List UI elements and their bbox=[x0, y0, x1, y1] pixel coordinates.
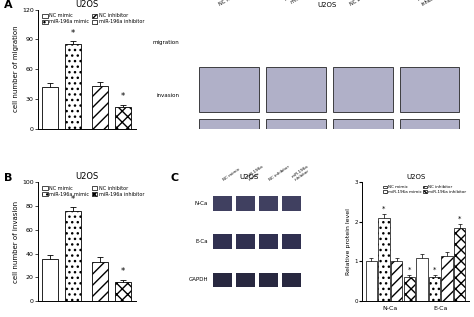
Text: *: * bbox=[121, 267, 125, 276]
Legend: NC mimic, miR-196a mimic, NC inhibitor, miR-196a inhibitor: NC mimic, miR-196a mimic, NC inhibitor, … bbox=[40, 12, 146, 26]
Bar bbox=[236, 273, 255, 287]
Bar bbox=[266, 67, 326, 112]
Legend: NC mimic, miR-196a mimic, NC inhibitor, miR-196a inhibitor: NC mimic, miR-196a mimic, NC inhibitor, … bbox=[40, 184, 146, 198]
Bar bbox=[378, 218, 390, 301]
Text: GAPDH: GAPDH bbox=[189, 277, 208, 282]
Text: N-Ca: N-Ca bbox=[195, 201, 208, 206]
Bar bbox=[213, 197, 232, 211]
Bar bbox=[65, 211, 81, 301]
Title: U2OS: U2OS bbox=[239, 174, 258, 180]
Bar bbox=[416, 257, 428, 301]
Text: *: * bbox=[408, 267, 411, 273]
Bar bbox=[200, 119, 259, 164]
Bar bbox=[259, 273, 278, 287]
Text: B: B bbox=[4, 172, 12, 183]
Title: U2OS: U2OS bbox=[318, 2, 337, 8]
Bar bbox=[259, 197, 278, 211]
Y-axis label: Relative protein level: Relative protein level bbox=[346, 208, 351, 275]
Bar bbox=[92, 262, 109, 301]
Bar bbox=[92, 86, 109, 129]
Text: *: * bbox=[433, 267, 436, 273]
Bar bbox=[403, 277, 415, 301]
Bar bbox=[213, 273, 232, 287]
Legend: NC mimic, miR-196a mimic, NC inhibitor, miR-196a inhibitor: NC mimic, miR-196a mimic, NC inhibitor, … bbox=[382, 184, 467, 195]
Text: A: A bbox=[4, 0, 12, 10]
Bar bbox=[391, 262, 402, 301]
Bar bbox=[115, 282, 131, 301]
Bar bbox=[282, 197, 301, 211]
Text: *: * bbox=[71, 195, 75, 204]
Bar bbox=[42, 260, 58, 301]
Bar bbox=[400, 67, 459, 112]
Text: *: * bbox=[458, 215, 462, 221]
Text: miR-196a
inhibitor: miR-196a inhibitor bbox=[417, 0, 442, 7]
Y-axis label: cell number of invasion: cell number of invasion bbox=[13, 201, 19, 283]
Bar bbox=[65, 44, 81, 129]
Text: miR-196a
mimic: miR-196a mimic bbox=[283, 0, 309, 7]
Bar bbox=[266, 119, 326, 164]
Text: NC mimic: NC mimic bbox=[223, 167, 241, 182]
Bar bbox=[236, 197, 255, 211]
Bar bbox=[213, 235, 232, 249]
Bar bbox=[333, 119, 392, 164]
Bar bbox=[282, 235, 301, 249]
Bar bbox=[200, 67, 259, 112]
Text: miR-196a
mimic: miR-196a mimic bbox=[246, 164, 267, 182]
Text: C: C bbox=[170, 172, 178, 183]
Text: NC mimic: NC mimic bbox=[218, 0, 241, 7]
Text: *: * bbox=[71, 29, 75, 38]
Text: invasion: invasion bbox=[156, 93, 180, 98]
Bar bbox=[236, 235, 255, 249]
Text: *: * bbox=[121, 92, 125, 101]
Bar bbox=[429, 277, 440, 301]
Bar bbox=[42, 87, 58, 129]
Bar bbox=[282, 273, 301, 287]
Bar bbox=[115, 107, 131, 129]
Text: E-Ca: E-Ca bbox=[195, 239, 208, 244]
Title: U2OS: U2OS bbox=[75, 172, 98, 181]
Text: NC inhibitor: NC inhibitor bbox=[268, 165, 291, 182]
Text: *: * bbox=[383, 205, 386, 211]
Bar bbox=[454, 228, 465, 301]
Text: migration: migration bbox=[153, 40, 180, 45]
Title: U2OS: U2OS bbox=[75, 0, 98, 9]
Y-axis label: cell number of migration: cell number of migration bbox=[13, 26, 19, 112]
Bar bbox=[259, 235, 278, 249]
Bar bbox=[400, 119, 459, 164]
Bar bbox=[366, 262, 377, 301]
Text: NC inhibitor: NC inhibitor bbox=[349, 0, 377, 7]
Bar bbox=[333, 67, 392, 112]
Bar bbox=[441, 256, 453, 301]
Title: U2OS: U2OS bbox=[406, 174, 425, 180]
Text: miR-196a
inhibitor: miR-196a inhibitor bbox=[291, 164, 312, 182]
